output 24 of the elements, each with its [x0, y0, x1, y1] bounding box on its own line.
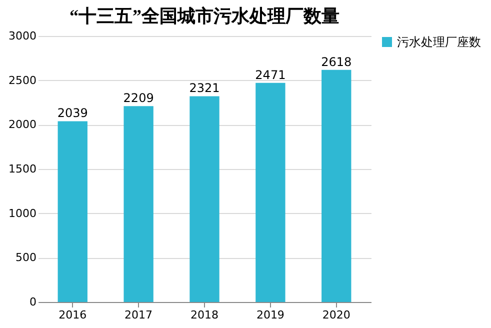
- bar: [322, 70, 352, 302]
- data-label: 2471: [255, 68, 286, 82]
- bar: [124, 106, 154, 302]
- x-tick-label: 2017: [124, 308, 153, 322]
- chart-title: “十三五”全国城市污水处理厂数量: [70, 6, 340, 26]
- bar: [190, 96, 220, 302]
- bar: [256, 82, 286, 302]
- y-tick-label: 1000: [8, 206, 36, 220]
- x-tick-label: 2020: [322, 308, 350, 322]
- y-tick-label: 0: [30, 296, 36, 308]
- bar: [58, 121, 88, 302]
- y-tick-label: 500: [16, 251, 36, 264]
- y-tick-label: 1500: [8, 162, 36, 176]
- x-tick-label: 2016: [58, 308, 87, 322]
- data-label: 2618: [321, 54, 352, 69]
- legend-label: 污水处理厂座数: [397, 35, 481, 49]
- x-tick-label: 2018: [190, 308, 218, 322]
- data-label: 2039: [57, 106, 88, 120]
- y-tick-label: 3000: [8, 30, 36, 42]
- y-tick-label: 2500: [8, 74, 36, 87]
- x-tick-label: 2019: [256, 308, 284, 322]
- data-label: 2209: [123, 91, 154, 106]
- y-tick-label: 2000: [8, 118, 36, 132]
- data-label: 2321: [189, 81, 220, 96]
